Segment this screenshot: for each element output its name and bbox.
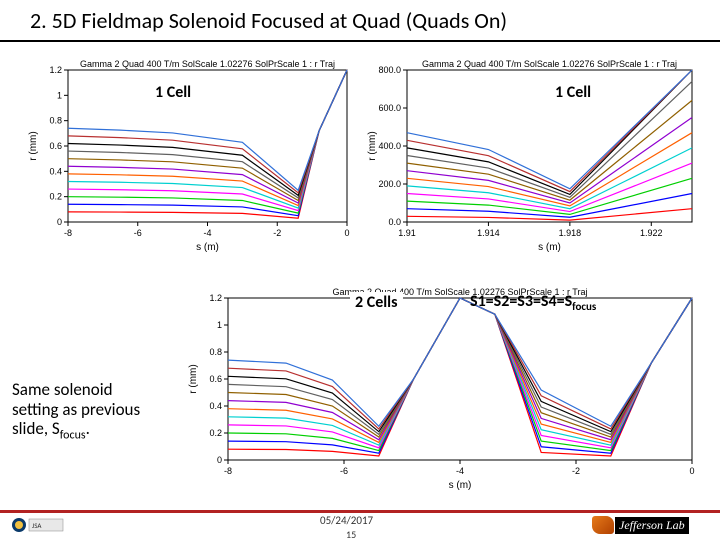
svg-text:s (m): s (m): [538, 242, 561, 252]
footer-date: 05/24/2017: [320, 514, 373, 527]
svg-text:s (m): s (m): [449, 480, 472, 490]
svg-text:1.918: 1.918: [559, 228, 582, 238]
svg-text:1.2: 1.2: [49, 65, 62, 75]
svg-text:r (mm): r (mm): [28, 131, 39, 160]
footer-accent-line: [0, 510, 720, 513]
svg-text:-4: -4: [203, 228, 211, 238]
footer-page-number: 15: [346, 528, 356, 541]
cell-label-1-right: 1 Cell: [550, 82, 596, 103]
footer: JSA 05/24/2017 15 Jefferson Lab: [0, 510, 720, 540]
svg-text:0: 0: [217, 455, 222, 465]
svg-text:-2: -2: [273, 228, 281, 238]
svg-text:-2: -2: [572, 466, 580, 476]
svg-text:r (mm): r (mm): [188, 364, 199, 393]
svg-text:0: 0: [689, 466, 694, 476]
svg-text:-8: -8: [224, 466, 232, 476]
svg-text:-4: -4: [456, 466, 464, 476]
svg-text:0: 0: [344, 228, 349, 238]
s-equation: S1=S2=S3=S4=Sfocus: [470, 292, 596, 313]
svg-text:0.0: 0.0: [388, 217, 401, 227]
svg-text:r (mm): r (mm): [367, 131, 378, 160]
plot-top-right: Gamma 2 Quad 400 T/m SolScale 1.02276 So…: [355, 52, 700, 252]
jlab-shape-icon: [592, 516, 614, 534]
plot-top-left: Gamma 2 Quad 400 T/m SolScale 1.02276 So…: [20, 52, 355, 252]
svg-text:600.0: 600.0: [378, 103, 401, 113]
title-bar: 2. 5D Fieldmap Solenoid Focused at Quad …: [0, 0, 720, 42]
plot-bottom: Gamma 2 Quad 400 T/m SolScale 1.02276 So…: [180, 280, 700, 490]
svg-text:0.8: 0.8: [49, 116, 62, 126]
cell-label-2: 2 Cells: [350, 292, 403, 313]
svg-text:1.2: 1.2: [209, 293, 222, 303]
svg-text:1: 1: [57, 90, 62, 100]
top-plot-row: Gamma 2 Quad 400 T/m SolScale 1.02276 So…: [20, 52, 700, 252]
svg-text:1.91: 1.91: [398, 228, 416, 238]
svg-text:-6: -6: [134, 228, 142, 238]
doe-logo-icon: JSA: [10, 516, 65, 534]
svg-text:0.6: 0.6: [49, 141, 62, 151]
svg-text:0.8: 0.8: [209, 347, 222, 357]
svg-text:0.2: 0.2: [209, 428, 222, 438]
jlab-text: Jefferson Lab: [615, 517, 689, 534]
bottom-plot-row: Gamma 2 Quad 400 T/m SolScale 1.02276 So…: [180, 280, 700, 490]
side-note: Same solenoidsetting as previousslide, S…: [12, 380, 182, 443]
svg-text:800.0: 800.0: [378, 65, 401, 75]
svg-text:Gamma 2 Quad 400 T/m SolScale: Gamma 2 Quad 400 T/m SolScale 1.02276 So…: [80, 59, 335, 69]
svg-text:200.0: 200.0: [378, 179, 401, 189]
svg-text:s (m): s (m): [196, 242, 219, 252]
svg-text:0.2: 0.2: [49, 192, 62, 202]
svg-text:-6: -6: [340, 466, 348, 476]
jefferson-lab-logo: Jefferson Lab: [592, 515, 712, 535]
page-title: 2. 5D Fieldmap Solenoid Focused at Quad …: [30, 7, 507, 34]
svg-text:-8: -8: [64, 228, 72, 238]
svg-text:400.0: 400.0: [378, 141, 401, 151]
svg-text:1: 1: [217, 320, 222, 330]
svg-text:1.922: 1.922: [640, 228, 663, 238]
svg-text:0: 0: [57, 217, 62, 227]
svg-text:Gamma 2 Quad 400 T/m SolScale: Gamma 2 Quad 400 T/m SolScale 1.02276 So…: [422, 59, 677, 69]
svg-text:0.4: 0.4: [209, 401, 222, 411]
svg-text:JSA: JSA: [32, 521, 42, 530]
svg-text:0.4: 0.4: [49, 166, 62, 176]
svg-text:1.914: 1.914: [477, 228, 500, 238]
cell-label-1-left: 1 Cell: [150, 82, 196, 103]
svg-text:0.6: 0.6: [209, 374, 222, 384]
